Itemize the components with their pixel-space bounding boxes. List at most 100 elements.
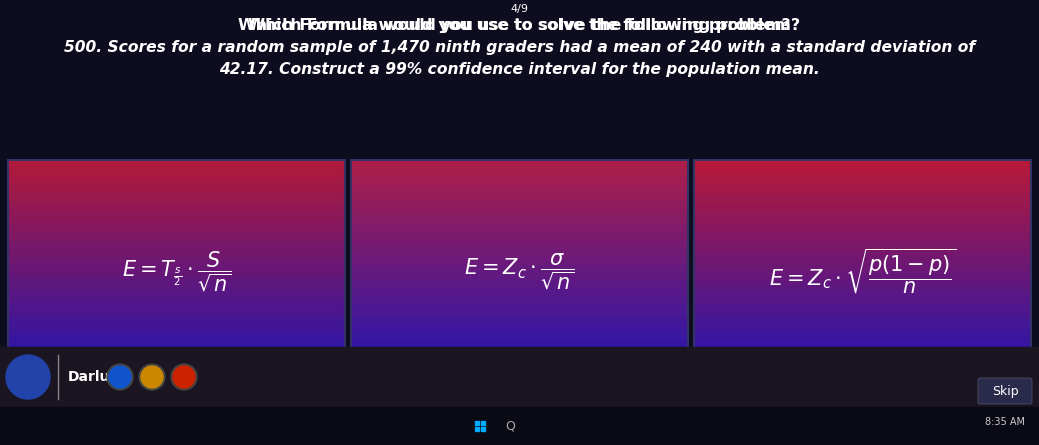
- Bar: [8, 293, 345, 296]
- Bar: [475, 427, 479, 431]
- Bar: [8, 229, 345, 232]
- Bar: [694, 349, 1031, 352]
- Bar: [694, 268, 1031, 271]
- Bar: [351, 170, 688, 174]
- Bar: [8, 162, 345, 166]
- Bar: [351, 246, 688, 249]
- Bar: [351, 160, 688, 383]
- Bar: [351, 187, 688, 190]
- Bar: [694, 344, 1031, 347]
- Bar: [8, 346, 345, 350]
- Bar: [694, 293, 1031, 296]
- Bar: [351, 218, 688, 221]
- Bar: [8, 341, 345, 344]
- Bar: [8, 257, 345, 260]
- Bar: [8, 174, 345, 177]
- Bar: [351, 223, 688, 227]
- Bar: [8, 265, 345, 269]
- Bar: [351, 302, 688, 305]
- Bar: [694, 227, 1031, 230]
- Text: Darlus: Darlus: [68, 370, 118, 384]
- Bar: [351, 159, 688, 163]
- Bar: [694, 316, 1031, 319]
- Bar: [8, 260, 345, 263]
- Bar: [351, 193, 688, 196]
- Bar: [8, 352, 345, 355]
- Bar: [694, 160, 1031, 383]
- Bar: [8, 380, 345, 383]
- Text: Which Formula would you use to solve the following problem?: Which Formula would you use to solve the…: [248, 18, 791, 33]
- Bar: [8, 271, 345, 274]
- Bar: [694, 285, 1031, 288]
- Bar: [0, 0, 1039, 155]
- Bar: [351, 360, 688, 364]
- Bar: [351, 210, 688, 213]
- Bar: [694, 212, 1031, 216]
- Bar: [694, 274, 1031, 277]
- Bar: [351, 318, 688, 322]
- Circle shape: [107, 364, 133, 390]
- Bar: [8, 215, 345, 218]
- Bar: [8, 377, 345, 380]
- Bar: [8, 366, 345, 369]
- Bar: [351, 201, 688, 205]
- Bar: [8, 349, 345, 352]
- Bar: [475, 421, 479, 425]
- Bar: [8, 313, 345, 316]
- Bar: [694, 174, 1031, 177]
- Bar: [351, 263, 688, 266]
- Bar: [694, 302, 1031, 305]
- Bar: [351, 207, 688, 210]
- Bar: [694, 380, 1031, 383]
- Bar: [0, 407, 1039, 445]
- Bar: [8, 196, 345, 199]
- Bar: [8, 324, 345, 327]
- FancyBboxPatch shape: [978, 378, 1032, 404]
- Bar: [8, 368, 345, 372]
- Bar: [694, 279, 1031, 283]
- Bar: [351, 344, 688, 347]
- Bar: [351, 324, 688, 327]
- Circle shape: [6, 355, 50, 399]
- Bar: [8, 307, 345, 311]
- Bar: [351, 254, 688, 258]
- Bar: [351, 346, 688, 350]
- Bar: [351, 235, 688, 238]
- Bar: [694, 271, 1031, 274]
- Bar: [351, 355, 688, 358]
- Text: 8:35 AM: 8:35 AM: [985, 417, 1025, 427]
- Bar: [694, 304, 1031, 308]
- Circle shape: [174, 366, 195, 388]
- Bar: [694, 168, 1031, 171]
- Bar: [694, 357, 1031, 361]
- Bar: [694, 338, 1031, 341]
- Bar: [694, 235, 1031, 238]
- Bar: [351, 165, 688, 168]
- Bar: [694, 176, 1031, 179]
- Circle shape: [171, 364, 197, 390]
- Bar: [8, 235, 345, 238]
- Bar: [8, 223, 345, 227]
- Bar: [694, 257, 1031, 260]
- Bar: [8, 238, 345, 241]
- Bar: [351, 380, 688, 383]
- Bar: [351, 293, 688, 296]
- Bar: [8, 296, 345, 299]
- Bar: [8, 254, 345, 258]
- Bar: [8, 371, 345, 375]
- Bar: [8, 218, 345, 221]
- Bar: [694, 368, 1031, 372]
- Bar: [694, 291, 1031, 294]
- Bar: [351, 366, 688, 369]
- Bar: [351, 374, 688, 377]
- Bar: [8, 176, 345, 179]
- Bar: [351, 251, 688, 255]
- Bar: [694, 318, 1031, 322]
- Bar: [351, 277, 688, 280]
- Bar: [351, 271, 688, 274]
- Text: 42.17. Construct a 99% confidence interval for the population mean.: 42.17. Construct a 99% confidence interv…: [219, 62, 820, 77]
- Bar: [351, 304, 688, 308]
- Bar: [8, 212, 345, 216]
- Bar: [351, 198, 688, 202]
- Bar: [351, 332, 688, 336]
